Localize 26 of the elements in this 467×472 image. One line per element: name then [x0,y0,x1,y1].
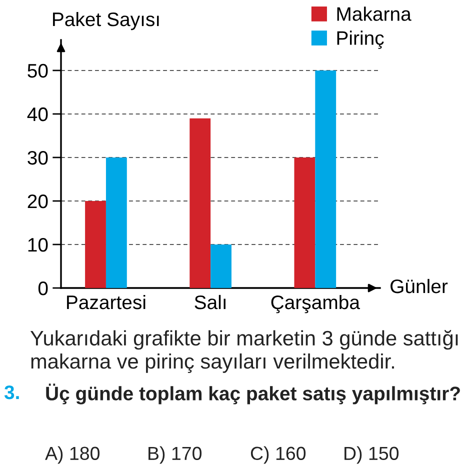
text: D) 150 [344,446,399,464]
bar [106,157,127,288]
y-tick-label: 40 [27,107,48,122]
legend-label: Pirinç [337,30,384,49]
x-axis-title: Günler [390,278,448,294]
bar [315,70,336,288]
bar [210,244,232,288]
y-tick-label: 0 [38,281,48,296]
y-tick-label: 50 [28,64,48,78]
bar [85,200,106,288]
y-axis-title: Paket Sayısı [53,12,159,30]
bar [190,118,211,288]
y-tick-label: 20 [28,194,48,208]
x-tick-label: Salı [194,294,226,310]
text: Yukarıdaki grafikte bir marketin 3 günde sattığı makarna ve pirinç sayıları verilmektedir. [30,330,458,373]
legend-label: Makarna [337,6,412,21]
x-tick-label: Çarşamba [271,294,360,314]
text: 3. [4,385,19,400]
text: Üç günde toplam kaç paket satış yapılmıştır? [46,384,460,404]
bar [294,157,316,288]
text: A) 180 [45,446,100,464]
x-tick-label: Pazartesi [67,294,146,310]
text: B) 170 [148,446,202,464]
y-tick-label: 30 [28,150,48,165]
y-tick-label: 10 [28,238,48,252]
text: C) 160 [250,446,306,464]
